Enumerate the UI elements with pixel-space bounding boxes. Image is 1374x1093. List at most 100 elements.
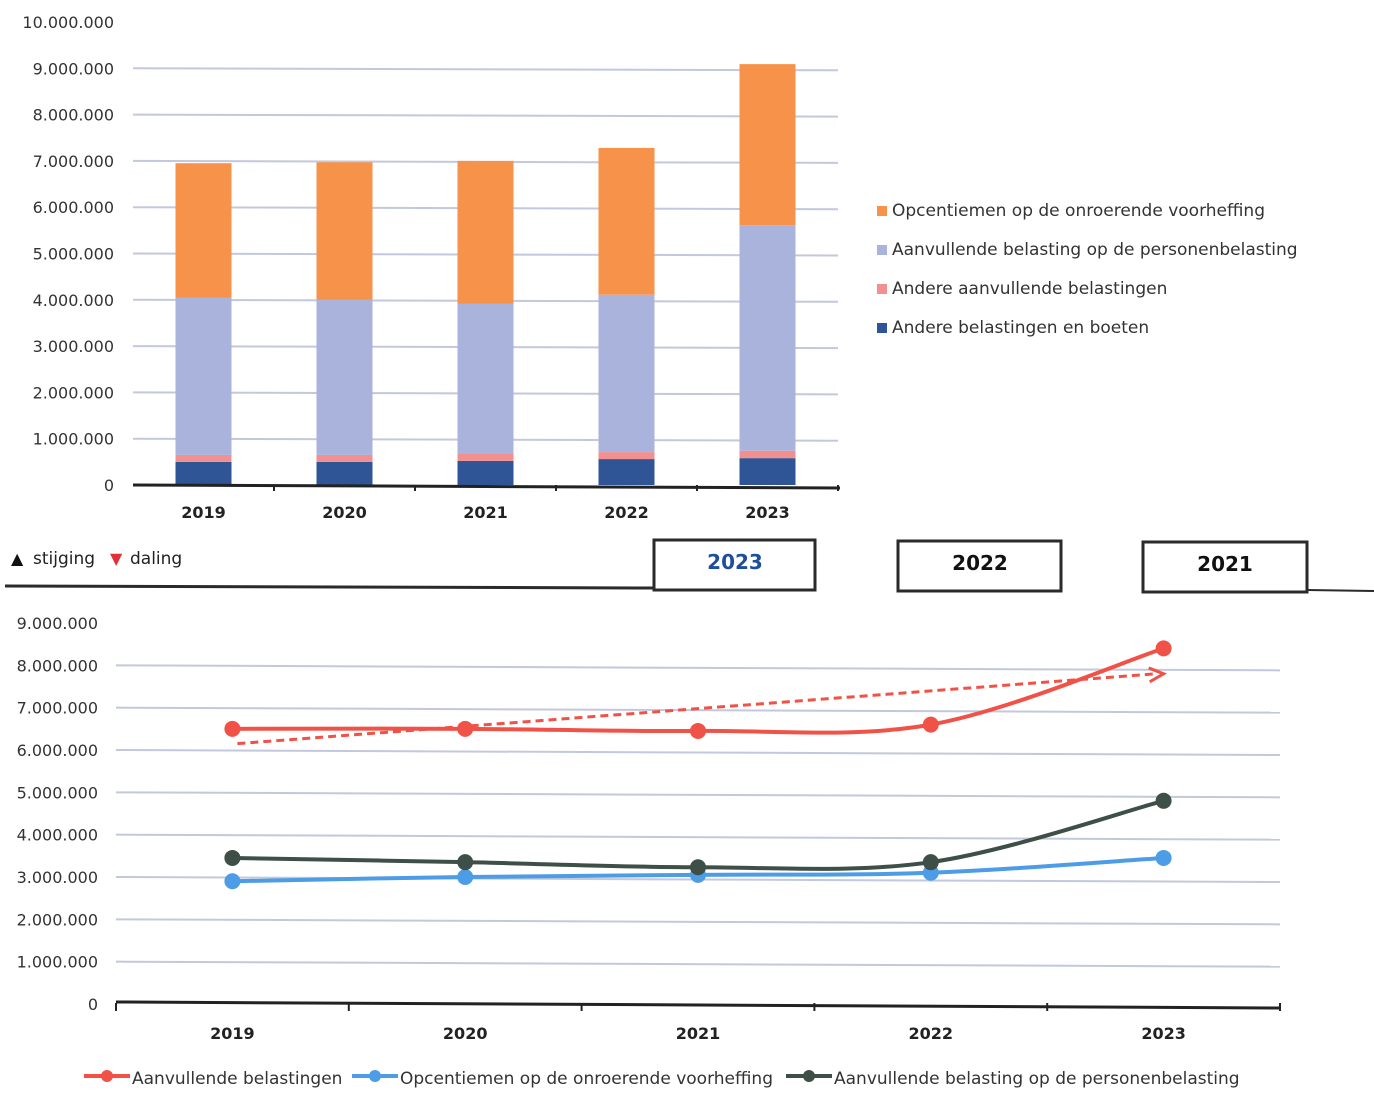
bar-segment [176, 462, 232, 485]
line-legend-marker [803, 1070, 815, 1082]
bar-segment [458, 161, 514, 304]
separator-line-right [1307, 590, 1374, 591]
year-box-2022: 2022 [898, 541, 1061, 591]
bar-chart-x-axis-line [133, 485, 840, 488]
stacked-bar-chart: 0 1.000.000 2.000.000 3.000.000 4.000.000 5.0… [22, 13, 1297, 522]
bar-legend-label: Opcentiemen op de onroerende voorheffing [892, 201, 1265, 221]
bar-chart-legend: Opcentiemen op de onroerende voorheffing… [877, 201, 1298, 338]
bar-segment [317, 162, 373, 300]
bar-y-tick-label: 4.000.000 [33, 291, 114, 310]
bar-x-tick-label: 2022 [604, 503, 649, 522]
line-chart-legend: Aanvullende belastingen Opcentiemen op de… [84, 1069, 1240, 1089]
bar-segment [740, 458, 796, 485]
bar-legend-swatch [877, 206, 887, 216]
line-y-tick-label: 9.000.000 [17, 614, 98, 633]
bar-y-tick-label: 10.000.000 [22, 13, 114, 32]
bar-chart-y-axis: 0 1.000.000 2.000.000 3.000.000 4.000.000 5.0… [22, 13, 114, 495]
bar-segment [317, 455, 373, 462]
bar-segment [458, 461, 514, 485]
series-line [232, 648, 1163, 732]
bar-segment [458, 454, 514, 461]
bar-segment [176, 455, 232, 462]
bar-x-tick-label: 2021 [463, 503, 508, 522]
bar-legend-swatch [877, 245, 887, 255]
bar-legend-swatch [877, 323, 887, 333]
series-point [923, 717, 939, 733]
year-box-2021: 2021 [1143, 542, 1307, 592]
series-point [690, 723, 706, 739]
bar-segment [317, 300, 373, 455]
series-point [923, 854, 939, 870]
bar-y-tick-label: 1.000.000 [33, 430, 114, 449]
bar-segment [599, 295, 655, 452]
series-point [224, 721, 240, 737]
bar-x-tick-label: 2023 [745, 503, 790, 522]
bar-legend-label: Aanvullende belasting op de personenbela… [892, 240, 1298, 260]
line-x-tick-label: 2023 [1141, 1024, 1186, 1043]
line-legend-label: Opcentiemen op de onroerende voorheffing [400, 1069, 773, 1089]
series-point [457, 721, 473, 737]
year-box-label: 2022 [952, 551, 1008, 575]
bar-legend-label: Andere belastingen en boeten [892, 318, 1149, 338]
line-x-tick-label: 2021 [676, 1024, 721, 1043]
series-point [224, 850, 240, 866]
series-point [1156, 850, 1172, 866]
up-label: stijging [33, 549, 95, 569]
bar-segment [599, 459, 655, 485]
bar-y-tick-label: 2.000.000 [33, 383, 114, 402]
line-chart-x-axis-line [116, 1002, 1280, 1008]
bar-gridline [133, 68, 838, 70]
line-chart-gridlines [116, 665, 1280, 966]
line-x-tick-label: 2019 [210, 1024, 255, 1043]
series-point [690, 859, 706, 875]
series-point [224, 873, 240, 889]
line-legend-marker [101, 1070, 113, 1082]
year-box-2023: 2023 [654, 540, 815, 590]
bar-segment [599, 148, 655, 295]
bar-segment [317, 462, 373, 485]
bar-chart-bars [176, 64, 796, 485]
line-y-tick-label: 1.000.000 [17, 953, 98, 972]
line-y-tick-label: 5.000.000 [17, 783, 98, 802]
bar-segment [740, 451, 796, 458]
bar-y-tick-label: 7.000.000 [33, 152, 114, 171]
line-gridline [116, 835, 1280, 840]
bar-segment [740, 64, 796, 225]
line-y-tick-label: 4.000.000 [17, 826, 98, 845]
line-x-tick-label: 2020 [443, 1024, 488, 1043]
bar-chart-x-axis: 2019 2020 2021 2022 2023 [181, 485, 838, 522]
trend-indicator: ▲ stijging ▼ daling [11, 549, 182, 569]
series-point [1156, 793, 1172, 809]
year-box-label: 2023 [707, 550, 763, 574]
line-gridline [116, 919, 1280, 924]
bar-y-tick-label: 5.000.000 [33, 245, 114, 264]
bar-y-tick-label: 6.000.000 [33, 198, 114, 217]
bar-segment [599, 452, 655, 459]
line-legend-label: Aanvullende belasting op de personenbela… [834, 1069, 1240, 1089]
line-chart: 0 1.000.000 2.000.000 3.000.000 4.000.000 5.0… [17, 614, 1280, 1089]
bar-y-tick-label: 8.000.000 [33, 106, 114, 125]
bar-segment [458, 304, 514, 454]
line-legend-label: Aanvullende belastingen [132, 1069, 342, 1089]
line-y-tick-label: 3.000.000 [17, 868, 98, 887]
bar-x-tick-label: 2020 [322, 503, 367, 522]
bar-gridline [133, 115, 838, 117]
bar-segment [176, 297, 232, 454]
line-y-tick-label: 6.000.000 [17, 741, 98, 760]
line-chart-y-axis: 0 1.000.000 2.000.000 3.000.000 4.000.000 5.0… [17, 614, 98, 1014]
bar-y-tick-label: 3.000.000 [33, 337, 114, 356]
up-triangle-icon: ▲ [11, 549, 24, 568]
line-x-tick-label: 2022 [909, 1024, 954, 1043]
line-gridline [116, 750, 1280, 755]
bar-legend-label: Andere aanvullende belastingen [892, 279, 1167, 299]
bar-segment [176, 163, 232, 297]
down-triangle-icon: ▼ [110, 549, 123, 568]
series-point [457, 854, 473, 870]
line-y-tick-label: 2.000.000 [17, 910, 98, 929]
bar-y-tick-label: 9.000.000 [33, 59, 114, 78]
bar-x-tick-label: 2019 [181, 503, 226, 522]
line-y-tick-label: 0 [88, 995, 98, 1014]
line-y-tick-label: 8.000.000 [17, 656, 98, 675]
down-label: daling [130, 549, 182, 569]
